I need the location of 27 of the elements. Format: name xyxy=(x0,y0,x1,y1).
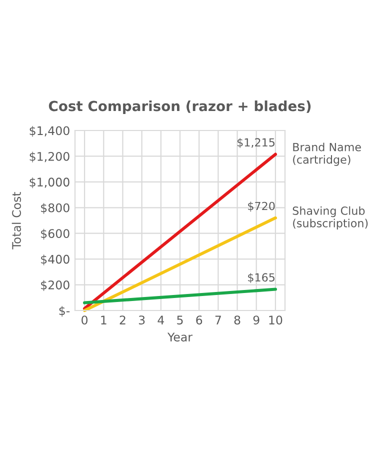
y-tick-label: $1,000 xyxy=(30,177,70,188)
y-tick-label: $600 xyxy=(41,228,70,240)
y-tick-label: $400 xyxy=(41,254,70,266)
y-tick-label: $- xyxy=(59,306,70,317)
data-label: $720 xyxy=(248,202,275,212)
x-axis-title: Year xyxy=(167,332,192,342)
x-tick-label: 3 xyxy=(138,316,145,324)
y-axis-title: Total Cost xyxy=(12,192,21,250)
data-label: $1,215 xyxy=(238,138,274,148)
x-tick-label: 4 xyxy=(158,316,164,324)
series-label: Shaving Club (subscription) xyxy=(292,206,368,230)
x-tick-label: 10 xyxy=(269,316,282,324)
data-label: $165 xyxy=(248,272,274,284)
y-tick-label: $800 xyxy=(41,203,70,214)
x-tick-label: 6 xyxy=(196,316,202,324)
chart-title: Cost Comparison (razor + blades) xyxy=(48,100,311,114)
x-tick-label: 2 xyxy=(120,316,126,324)
x-tick-label: 1 xyxy=(101,316,106,324)
y-tick-label: $1,400 xyxy=(30,126,70,137)
x-tick-label: 0 xyxy=(82,316,88,324)
series-label: Brand Name (cartridge) xyxy=(293,142,361,166)
x-tick-label: 5 xyxy=(177,316,183,324)
x-tick-label: 9 xyxy=(253,316,260,324)
y-tick-label: $1,200 xyxy=(30,152,70,162)
y-tick-label: $200 xyxy=(41,280,70,292)
x-tick-label: 8 xyxy=(234,316,240,324)
x-tick-label: 7 xyxy=(215,316,221,324)
